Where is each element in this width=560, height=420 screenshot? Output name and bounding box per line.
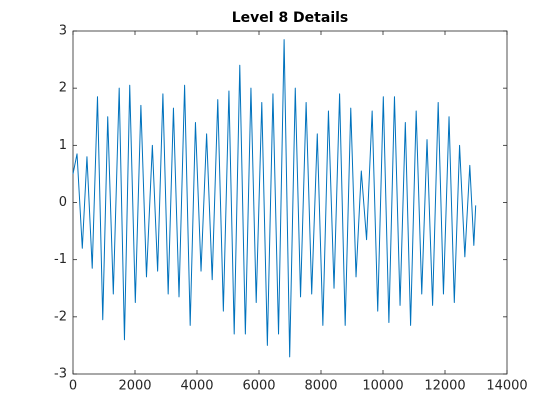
x-tick-label: 4000	[180, 379, 213, 394]
x-tick-label: 2000	[118, 379, 151, 394]
x-tick-label: 12000	[424, 379, 465, 394]
y-tick-label: 3	[59, 24, 67, 39]
plot-area	[72, 30, 508, 375]
x-tick-label: 6000	[242, 379, 275, 394]
chart-title: Level 8 Details	[232, 10, 349, 26]
y-tick-label: 0	[59, 195, 67, 210]
y-tick-label: 1	[59, 138, 67, 153]
y-tick-label: -3	[54, 367, 67, 382]
x-tick-label: 10000	[362, 379, 403, 394]
x-tick-label: 14000	[486, 379, 527, 394]
line	[72, 39, 477, 358]
y-tick-label: 2	[59, 81, 67, 96]
y-tick-label: -1	[54, 252, 67, 267]
y-tick-label: -2	[54, 309, 67, 324]
x-tick-label: 0	[69, 379, 77, 394]
x-tick-label: 8000	[304, 379, 337, 394]
